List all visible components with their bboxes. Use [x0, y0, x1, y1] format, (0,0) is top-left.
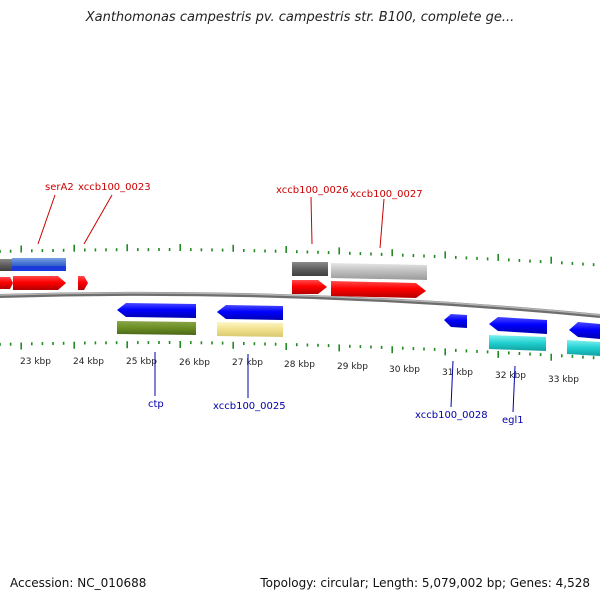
tick-label: 27 kbp — [232, 358, 263, 368]
scale-labels: 23 kbp 24 kbp 25 kbp 26 kbp 27 kbp 28 kb… — [20, 357, 579, 385]
cds-arrow-red-0026[interactable] — [292, 280, 327, 294]
cds-arrow-blue-0028[interactable] — [444, 314, 467, 328]
cds-arrow-blue-egl1[interactable] — [489, 317, 547, 334]
gene-label-sera2[interactable]: serA2 — [45, 182, 74, 193]
cds-arrow-red-1[interactable] — [0, 277, 13, 289]
gene-label-ctp[interactable]: ctp — [148, 399, 164, 410]
leader-lines — [37, 194, 516, 413]
feature-dgray-left[interactable] — [0, 259, 12, 271]
tick-label: 24 kbp — [73, 357, 104, 367]
tick-row-top — [0, 244, 595, 267]
gene-label-xccb100-0025[interactable]: xccb100_0025 — [213, 401, 286, 412]
reverse-track — [117, 303, 600, 356]
feature-cyan-egl1[interactable] — [489, 335, 546, 351]
feature-dgray-0026[interactable] — [292, 262, 328, 276]
feature-cyan-right[interactable] — [567, 340, 600, 356]
tick-label: 32 kbp — [495, 371, 526, 381]
tick-label: 31 kbp — [442, 368, 473, 378]
cds-arrow-red-2[interactable] — [13, 276, 66, 290]
feature-blue-left[interactable] — [12, 266, 66, 271]
gene-labels: serA2 xccb100_0023 xccb100_0026 xccb100_… — [45, 182, 524, 426]
tick-label: 29 kbp — [337, 362, 368, 372]
tick-label: 33 kbp — [548, 375, 579, 385]
cds-arrow-blue-0025[interactable] — [217, 305, 283, 320]
gene-label-egl1[interactable]: egl1 — [502, 415, 524, 426]
accession-text: Accession: NC_010688 — [10, 576, 147, 590]
page-title: Xanthomonas campestris pv. campestris st… — [85, 10, 515, 25]
gene-label-xccb100-0027[interactable]: xccb100_0027 — [350, 189, 423, 200]
tick-label: 28 kbp — [284, 360, 315, 370]
backbone-highlight — [0, 292, 600, 316]
genome-summary-text: Topology: circular; Length: 5,079,002 bp… — [260, 576, 590, 590]
feature-olive-ctp[interactable] — [117, 321, 196, 335]
tick-row-bottom — [0, 341, 595, 361]
feature-yellow-0025[interactable] — [217, 322, 283, 337]
gene-label-xccb100-0026[interactable]: xccb100_0026 — [276, 185, 349, 196]
gene-label-xccb100-0023[interactable]: xccb100_0023 — [78, 182, 151, 193]
tick-label: 26 kbp — [179, 358, 210, 368]
tick-label: 23 kbp — [20, 357, 51, 367]
gene-label-xccb100-0028[interactable]: xccb100_0028 — [415, 410, 488, 421]
cds-arrow-blue-ctp[interactable] — [117, 303, 196, 318]
backbone-arc — [0, 291, 600, 318]
forward-track — [0, 258, 427, 298]
cds-arrow-red-3[interactable] — [78, 276, 88, 290]
tick-label: 25 kbp — [126, 357, 157, 367]
cds-arrow-blue-right[interactable] — [569, 322, 600, 339]
cds-arrow-red-0027[interactable] — [331, 281, 426, 298]
feature-gray-0027[interactable] — [331, 263, 427, 280]
tick-label: 30 kbp — [389, 365, 420, 375]
